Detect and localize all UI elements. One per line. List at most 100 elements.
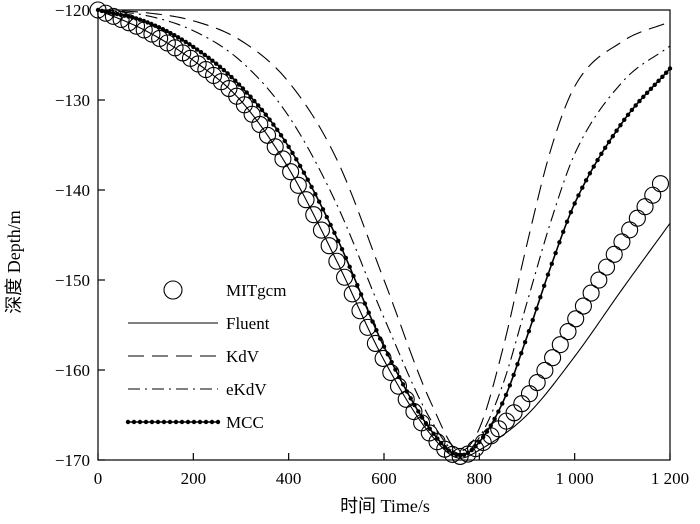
y-tick-label: −130 <box>55 91 90 110</box>
mitgcm-marker <box>520 385 539 403</box>
mcc-point <box>240 86 246 91</box>
legend-mcc-point <box>215 419 221 425</box>
mcc-point <box>328 222 333 228</box>
mcc-point <box>580 185 585 190</box>
legend-fluent-label: Fluent <box>226 314 270 333</box>
mitgcm-marker <box>266 138 284 156</box>
mitgcm-marker <box>451 447 469 465</box>
kdv-line <box>97 9 671 452</box>
mcc-point <box>633 103 638 108</box>
mitgcm-marker <box>366 334 384 352</box>
mcc-point <box>126 14 131 19</box>
legend-kdv-label: KdV <box>226 347 260 366</box>
mitgcm-marker <box>621 221 639 239</box>
mcc-point <box>644 90 650 96</box>
mcc-point <box>480 434 486 440</box>
mitgcm-marker <box>274 150 292 168</box>
mcc-point <box>214 61 219 66</box>
x-tick-label: 800 <box>467 469 493 488</box>
mcc-point <box>503 392 509 398</box>
mcc-point <box>515 361 520 367</box>
mcc-point <box>153 23 158 28</box>
mcc-point <box>416 409 421 414</box>
mitgcm-marker <box>312 221 331 239</box>
mcc-point <box>625 112 631 117</box>
mcc-point <box>419 415 425 420</box>
mcc-point <box>168 30 173 36</box>
mcc-point <box>316 199 322 204</box>
mcc-point <box>652 82 657 88</box>
mcc-point <box>305 177 310 182</box>
legend-ekdv-label: eKdV <box>226 380 267 399</box>
legend-mcc-point <box>179 419 185 425</box>
legend-mcc-label: MCC <box>226 413 264 432</box>
mcc-point <box>477 439 482 445</box>
mcc-point <box>423 421 429 426</box>
y-tick-label: −140 <box>55 181 90 200</box>
mcc-point <box>568 210 574 215</box>
mcc-point <box>175 35 181 40</box>
mcc-point <box>526 329 532 334</box>
mcc-point <box>309 184 314 190</box>
mcc-point <box>275 127 280 133</box>
mcc-point <box>595 157 600 163</box>
mcc-point <box>641 94 646 100</box>
plot-lines <box>97 9 671 459</box>
mcc-point <box>206 55 211 60</box>
mcc-point <box>282 138 288 144</box>
mcc-point <box>393 367 398 372</box>
plot-frame <box>97 9 671 461</box>
mcc-point <box>412 402 417 408</box>
mcc-point <box>233 78 238 83</box>
mcc-point <box>564 219 570 224</box>
mcc-point <box>267 117 272 122</box>
mcc-point <box>469 447 474 453</box>
mitgcm-marker <box>613 233 631 251</box>
mcc-point <box>439 440 444 446</box>
mcc-point <box>313 192 318 197</box>
mcc-point <box>343 255 349 261</box>
plot-markers <box>89 1 673 465</box>
mcc-point <box>210 58 215 63</box>
mcc-point <box>187 42 192 47</box>
mcc-point <box>637 98 642 104</box>
mcc-point <box>130 15 135 20</box>
mitgcm-marker <box>590 271 608 289</box>
legend-mcc-point <box>125 419 131 425</box>
mcc-point <box>179 37 185 42</box>
mcc-point <box>332 230 337 236</box>
mcc-point <box>278 133 284 138</box>
x-tick-label: 1 000 <box>556 469 594 488</box>
mcc-point <box>370 319 375 324</box>
mcc-point <box>160 26 166 32</box>
mcc-point <box>602 145 608 150</box>
mcc-point <box>484 429 490 434</box>
mcc-point <box>446 448 452 453</box>
mcc-point <box>663 70 669 75</box>
mcc-point <box>336 238 341 244</box>
mcc-point <box>507 383 513 388</box>
legend-mcc-point <box>203 419 209 425</box>
legend: MITgcm Fluent KdV eKdV MCC <box>125 280 286 432</box>
mcc-point <box>297 163 303 169</box>
y-tick-label: −170 <box>55 451 90 470</box>
mcc-point <box>191 44 196 50</box>
mcc-point <box>538 294 543 300</box>
mcc-point <box>286 144 291 149</box>
mcc-point <box>114 11 120 17</box>
mcc-point <box>541 283 547 288</box>
mitgcm-marker <box>644 186 662 204</box>
mcc-point <box>618 123 623 128</box>
mcc-point <box>141 18 146 24</box>
mcc-point <box>252 98 257 104</box>
mcc-point <box>599 151 604 157</box>
mcc-point <box>610 134 615 139</box>
mcc-point <box>534 306 539 311</box>
mcc-point <box>194 47 200 52</box>
mitgcm-marker <box>628 209 646 227</box>
mitgcm-marker <box>551 336 569 354</box>
mitgcm-marker <box>297 191 315 209</box>
mitgcm-marker <box>328 252 346 270</box>
mcc-point <box>271 122 276 127</box>
x-tick-label: 400 <box>276 469 302 488</box>
